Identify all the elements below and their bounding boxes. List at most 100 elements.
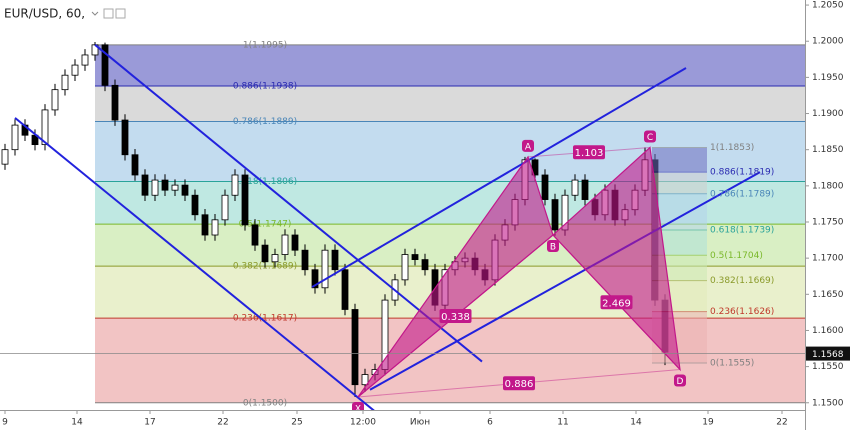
y-tick-label: 1.1550	[812, 362, 844, 372]
candle-body	[81, 54, 89, 66]
candle-body	[541, 174, 549, 200]
x-tick-label: 19	[702, 418, 714, 428]
trend-line	[94, 44, 483, 363]
candle-body	[221, 194, 229, 221]
fib-level-label: 0(1.1500)	[243, 398, 287, 408]
y-tick-label: 1.2000	[812, 37, 844, 47]
x-tick-label: 22	[217, 418, 228, 428]
candle-body	[131, 154, 139, 176]
candle-body	[421, 259, 429, 271]
fib-level-label: 0.5(1.1747)	[239, 220, 292, 230]
fib-level-label: 0.236(1.1617)	[233, 314, 297, 324]
point-label: B	[550, 243, 556, 253]
ratio-label: 1.103	[575, 148, 604, 159]
fib-level-label: 0.618(1.1806)	[233, 177, 297, 187]
candle-body	[351, 309, 359, 386]
candle-body	[141, 174, 149, 196]
fib-band	[95, 86, 805, 122]
y-tick-label: 1.1800	[812, 181, 844, 191]
fib-band	[652, 193, 707, 230]
candle-body	[311, 269, 319, 289]
header: EUR/USD, 60,	[4, 7, 126, 21]
x-tick-label: 25	[291, 418, 302, 428]
y-tick-label: 1.1500	[812, 398, 844, 408]
last-price-box	[806, 346, 850, 361]
candle-body	[61, 74, 69, 91]
x-tick-label: 6	[487, 418, 493, 428]
y-tick-label: 1.1750	[812, 217, 844, 227]
x-tick-label: 14	[71, 418, 83, 428]
y-tick-label: 1.2050	[812, 1, 844, 11]
candle-body	[321, 249, 329, 289]
candle-body	[411, 254, 419, 260]
fib-level-label: 1(1.1853)	[710, 143, 754, 153]
point-label: A	[525, 142, 532, 152]
x-tick-label: 9	[2, 418, 8, 428]
y-tick-label: 1.1700	[812, 254, 844, 264]
y-tick-label: 1.1850	[812, 145, 844, 155]
ratio-label-box	[439, 308, 472, 323]
candle-body	[281, 234, 289, 255]
ratio-label-box	[600, 295, 633, 310]
fib-level-label: 0.5(1.1704)	[710, 251, 763, 261]
icon[interactable]	[103, 8, 114, 19]
candle-body	[161, 179, 169, 191]
candle-body	[401, 254, 409, 281]
fib-level-label: 0.886(1.1819)	[710, 168, 774, 178]
point-label-box	[674, 374, 686, 387]
candle-body	[71, 64, 79, 76]
candle-body	[551, 199, 559, 231]
point-label-box	[352, 401, 364, 410]
x-tick-label: 17	[144, 418, 155, 428]
candle-body	[181, 184, 189, 196]
icon[interactable]	[115, 8, 126, 19]
candle-body	[301, 249, 309, 271]
fib-level-label: 0.236(1.1626)	[710, 307, 774, 317]
candle-body	[41, 109, 49, 146]
candle-body	[201, 214, 209, 236]
fib-level-label: 0.786(1.1889)	[233, 117, 297, 127]
y-tick-label: 1.1900	[812, 109, 844, 119]
point-label: C	[647, 133, 653, 143]
candle-body	[51, 89, 59, 111]
trend-line	[311, 67, 687, 288]
fib-level-label: 0.618(1.1739)	[710, 225, 774, 235]
point-label: D	[677, 377, 684, 387]
candle-body	[531, 159, 539, 176]
x-tick-label: 12:00	[350, 418, 376, 428]
fib-band	[95, 44, 805, 87]
candle-body	[231, 174, 239, 196]
ratio-label: 0.338	[441, 312, 470, 323]
fib-band	[652, 147, 707, 173]
point-label-box	[644, 130, 656, 143]
fib-level-label: 0.886(1.1938)	[233, 82, 297, 92]
fib-level-label: 0.786(1.1789)	[710, 189, 774, 199]
last-price-label: 1.1568	[812, 350, 844, 360]
candle-body	[331, 249, 339, 271]
fib-band	[652, 172, 707, 194]
point-label-box	[522, 139, 534, 152]
candle-body	[251, 224, 259, 246]
dropdown-icon[interactable]	[91, 11, 99, 16]
trend-line	[14, 117, 375, 410]
fib-level-label: 0(1.1555)	[710, 358, 754, 368]
candle-body	[121, 119, 129, 156]
point-label: X	[355, 404, 361, 414]
candle-body	[271, 254, 279, 263]
candle-body	[101, 44, 109, 86]
point-label-box	[547, 240, 559, 253]
fib-level-label: 0.382(1.1669)	[710, 276, 774, 286]
candle-body	[261, 244, 269, 263]
ratio-label: 0.886	[505, 379, 534, 390]
x-tick-label: Июн	[410, 418, 430, 428]
y-tick-label: 1.1650	[812, 290, 844, 300]
candle-body	[581, 179, 589, 200]
candle-body	[341, 269, 349, 310]
candle-body	[11, 124, 19, 151]
ratio-label-box	[503, 376, 535, 391]
candle-body	[111, 84, 119, 121]
symbol-title: EUR/USD, 60,	[4, 7, 85, 21]
candle-body	[571, 179, 579, 196]
y-tick-label: 1.1950	[812, 73, 844, 83]
